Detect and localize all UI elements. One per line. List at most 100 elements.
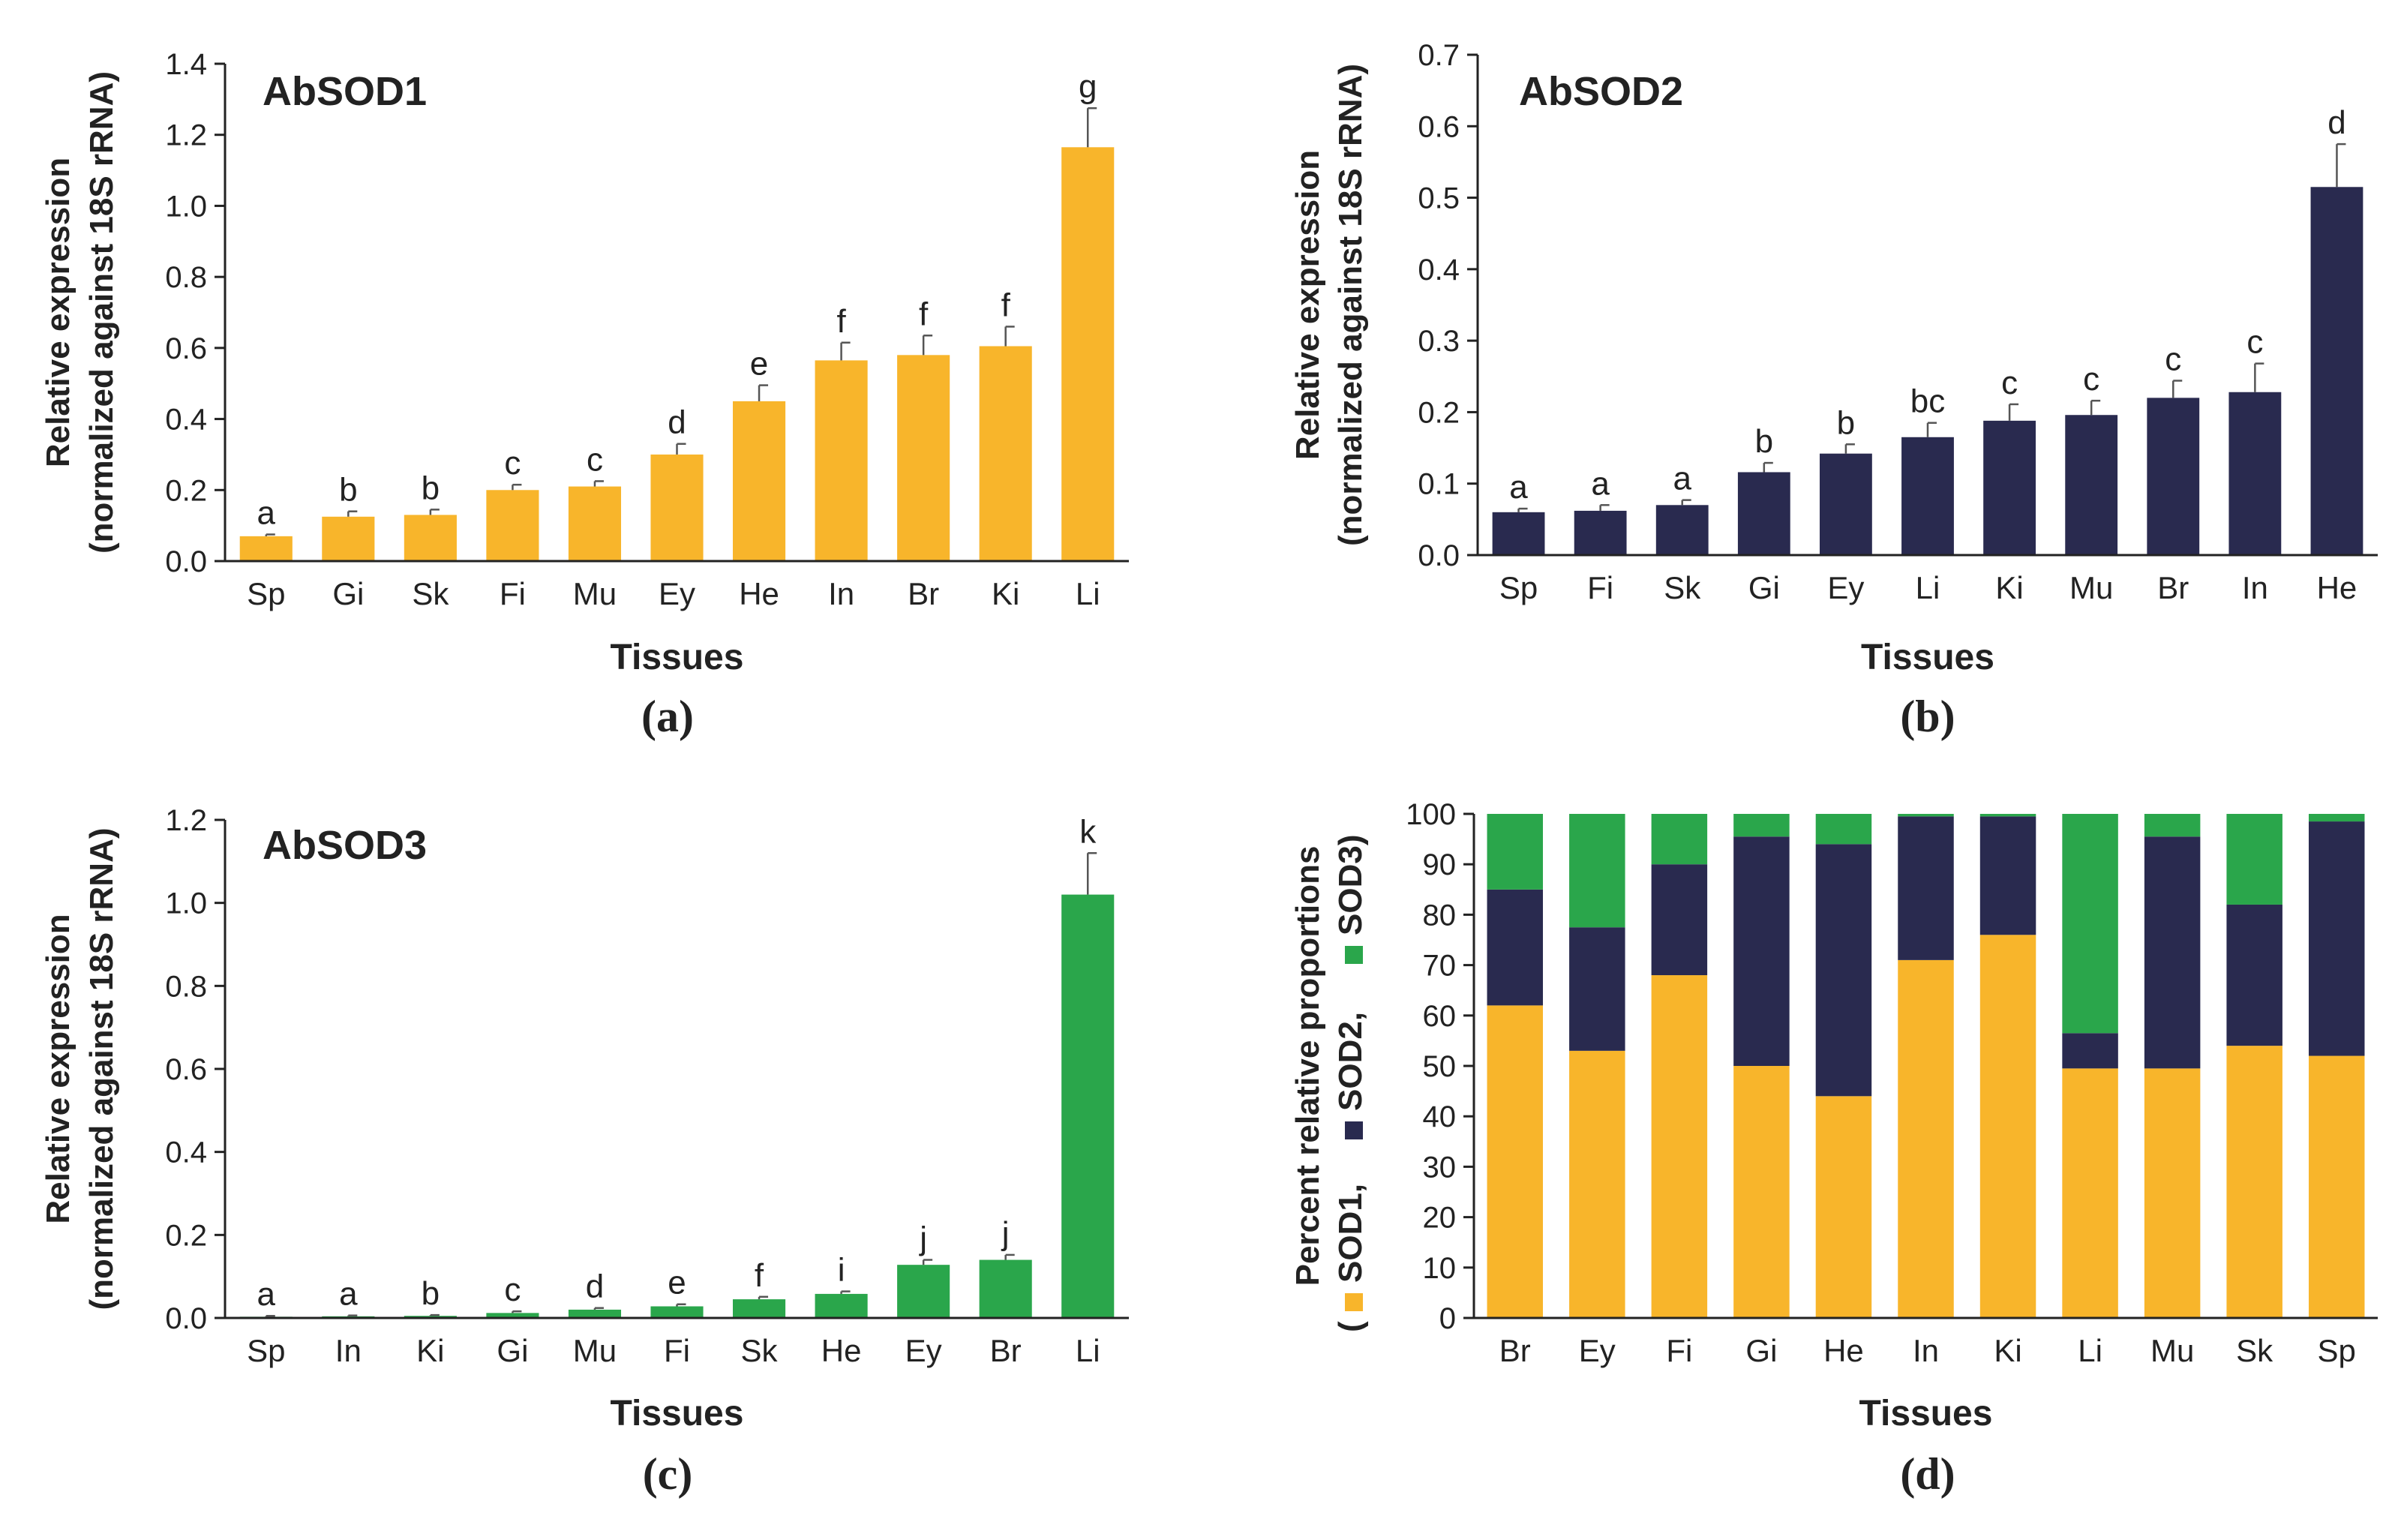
panel-b-significance-letter: bc [1910,383,1945,420]
panel-c-category-label: He [821,1333,862,1368]
panel-c-category-label: Br [990,1333,1022,1368]
panel-d-segment-sod2 [1733,836,1790,1066]
panel-a-ylabel-sub: (normalized against 18S rRNA) [83,71,120,554]
panel-d-segment-sod1 [1651,975,1708,1318]
panel-a-category-label: Ki [992,576,1019,611]
panel-a-ytick-label: 0.8 [165,261,207,294]
panel-d: Br Ey Fi Gi He In Ki Li Mu Sk Sp 0 10 20 30 40 50 60 70 80 9… [1289,798,2378,1499]
panel-c-category-label: Gi [497,1333,528,1368]
panel-d-ytick-label: 100 [1406,798,1456,831]
panel-d-segment-sod1 [2062,1068,2118,1318]
panel-b-category-label: Ey [1827,570,1864,605]
panel-b-xlabel: Tissues [1861,638,1994,677]
panel-a-xlabel: Tissues [611,638,744,677]
panel-d-ytick-label: 40 [1423,1100,1457,1133]
panel-b-category-label: He [2317,570,2357,605]
panel-a-significance-letter: b [422,470,440,506]
panel-b-bar [2310,187,2363,555]
panel-b-ytick-label: 0.0 [1418,539,1460,572]
panel-c-ylabel-sub: (normalized against 18S rRNA) [83,827,120,1310]
panel-a-bar [1061,147,1115,561]
panel-c-significance-letter: a [339,1276,358,1313]
panel-b-bar [1983,420,2036,555]
panel-a-ytick-label: 0.2 [165,474,207,507]
panel-b-category-label: Sp [1499,570,1538,605]
panel-a-bar [650,454,704,561]
panel-b-ytick-label: 0.6 [1418,110,1460,143]
panel-b-significance-letter: a [1591,465,1610,502]
panel-b-bar [1737,472,1790,555]
panel-c-significance-letter: f [755,1257,764,1294]
panel-d-category-label: Br [1499,1333,1531,1368]
panel-d-segment-sod3 [2308,814,2365,822]
panel-b-bar [1901,437,1954,555]
panel-d-segment-sod2 [1651,864,1708,976]
panel-d-category-label: Fi [1666,1333,1692,1368]
panel-c-ytick-label: 0.8 [165,970,207,1003]
panel-c-ytick-label: 0.6 [165,1053,207,1086]
panel-c-significance-letter: e [668,1265,686,1301]
panel-b-bar [2065,415,2118,555]
panel-d-ytick-label: 60 [1423,1000,1457,1033]
panel-c-significance-letter: k [1079,813,1097,850]
panel-d-ytick-label: 50 [1423,1050,1457,1083]
panel-b-category-label: Fi [1587,570,1613,605]
panel-d-segment-sod2 [2062,1033,2118,1069]
panel-c-bar [568,1309,622,1318]
panel-a-category-label: In [828,576,854,611]
panel-d-ytick-label: 70 [1423,950,1457,983]
panel-b-category-label: Mu [2069,570,2113,605]
panel-b-bar [2147,398,2200,555]
panel-d-category-label: Mu [2150,1333,2194,1368]
panel-c-bar [650,1306,704,1318]
panel-b: a Sp a Fi a Sk b Gi b Ey bc Li c Ki c Mu c Br c In d He 0.0 0.1… [1289,39,2378,741]
panel-d-segment-sod3 [1569,814,1625,928]
panel-d-segment-sod2 [2144,836,2201,1069]
panel-d-segment-sod1 [2308,1055,2365,1318]
panel-d-category-label: Gi [1745,1333,1777,1368]
panel-c-significance-letter: c [504,1271,521,1308]
panel-d-ylabel-paren: ( [1332,1321,1369,1332]
panel-d-segment-sod3 [2226,814,2282,905]
panel-a: a Sp b Gi b Sk c Fi c Mu d Ey e He f In f Br f Ki g Li 0.0 0.2 0… [40,48,1129,741]
panel-b-significance-letter: b [1755,423,1773,460]
panel-a-bar [568,486,622,561]
panel-c-ytick-label: 0.4 [165,1136,207,1169]
panel-a-significance-letter: f [836,303,846,340]
panel-a-significance-letter: g [1079,68,1097,105]
panel-a-bar [239,536,293,561]
panel-c-category-label: Li [1076,1333,1100,1368]
panel-a-significance-letter: d [668,404,686,441]
panel-b-significance-letter: b [1837,404,1855,441]
panel-b-significance-letter: c [2001,365,2018,401]
panel-d-segment-sod2 [1487,889,1544,1006]
panel-c-panel-label: (c) [643,1449,693,1499]
panel-d-category-label: Ki [1994,1333,2021,1368]
panel-d-segment-sod3 [1898,814,1954,817]
panel-b-category-label: Ki [1995,570,2023,605]
panel-d-xlabel: Tissues [1859,1394,1993,1433]
panel-a-bar [322,516,375,561]
panel-a-category-label: Sk [412,576,449,611]
panel-d-ylabel-legend: (SOD1, SOD2, SOD3) [1332,835,1369,1332]
panel-d-legend-label-sod1: SOD1, [1332,1184,1369,1283]
panel-d-segment-sod2 [1569,927,1625,1051]
panel-d-segment-sod2 [2226,904,2282,1046]
panel-d-ylabel: Percent relative proportions [1289,846,1326,1286]
panel-b-significance-letter: a [1673,461,1691,497]
panel-d-category-label: He [1823,1333,1864,1368]
panel-d-segment-sod1 [1979,935,2036,1318]
panel-b-bar [1655,505,1709,555]
panel-d-ytick-label: 0 [1439,1302,1456,1335]
panel-d-ytick-label: 30 [1423,1151,1457,1184]
panel-d-segment-sod1 [1815,1096,1872,1318]
panel-a-significance-letter: b [339,472,357,509]
panel-c-category-label: Ey [905,1333,942,1368]
panel-c-bar [1061,894,1115,1318]
panel-d-legend-label-sod2: SOD2, [1332,1012,1369,1111]
panel-d-segment-sod3 [1815,814,1872,845]
panel-a-significance-letter: e [750,346,768,383]
panel-a-bar [979,346,1032,561]
panel-c-ytick-label: 1.0 [165,887,207,920]
